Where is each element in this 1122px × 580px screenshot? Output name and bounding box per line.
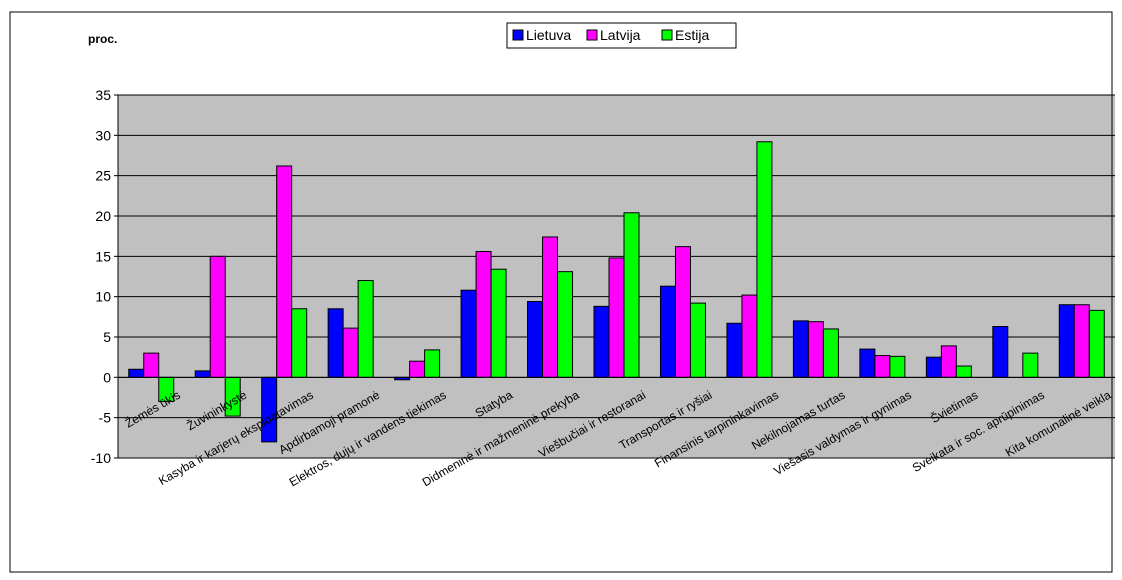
bar [659,285,676,378]
bar [460,289,477,378]
bar [822,328,839,378]
bar [1058,304,1075,378]
bar [992,326,1009,378]
y-tick-label: 30 [95,127,111,143]
bar [128,368,145,378]
legend: Lietuva Latvija Estija [506,22,737,49]
y-tick-label: 10 [95,289,111,305]
bar [194,370,211,378]
bar [1022,352,1039,378]
bar [623,212,640,378]
bar [726,322,743,378]
legend-swatch [512,29,524,41]
y-tick-label: 35 [95,87,111,103]
legend-label: Latvija [600,27,641,43]
bar [143,352,160,378]
bar [527,301,544,378]
bar [608,257,625,378]
legend-swatch [661,29,673,41]
bar [1088,309,1105,378]
bar [291,308,308,378]
legend-swatch [586,29,598,41]
bar [792,320,809,378]
bar [490,268,507,378]
bar [889,355,906,378]
bar [689,302,706,378]
unit-label: proc. [88,32,117,46]
bar [475,250,492,378]
y-axis: 35 30 25 20 15 10 5 0 -5 -10 [91,87,119,466]
legend-label: Estija [675,27,709,43]
legend-box [506,22,737,49]
bar [741,294,758,378]
y-tick-label: 20 [95,208,111,224]
bar [276,165,293,378]
bar [542,236,559,378]
bar [925,356,942,378]
bar [209,255,226,378]
bar [674,246,691,378]
bar [874,355,891,378]
bar [807,321,824,378]
bar [557,271,574,378]
bars [128,141,1105,443]
y-tick-label: 5 [103,329,111,345]
y-tick-label: 25 [95,168,111,184]
bar [955,365,972,378]
y-tick-label: 0 [103,369,111,385]
legend-label: Lietuva [526,27,571,43]
bar [424,349,441,378]
y-tick-label: -5 [99,410,112,426]
bar [940,345,957,378]
y-tick-label: -10 [91,450,111,466]
bar [1073,304,1090,378]
bar [409,360,426,378]
bar [859,348,876,378]
bar [327,308,344,378]
chart-border [9,11,1113,573]
bar [342,327,359,378]
bar [593,305,610,378]
y-tick-label: 15 [95,248,111,264]
bar [756,141,773,378]
bar [357,280,374,378]
